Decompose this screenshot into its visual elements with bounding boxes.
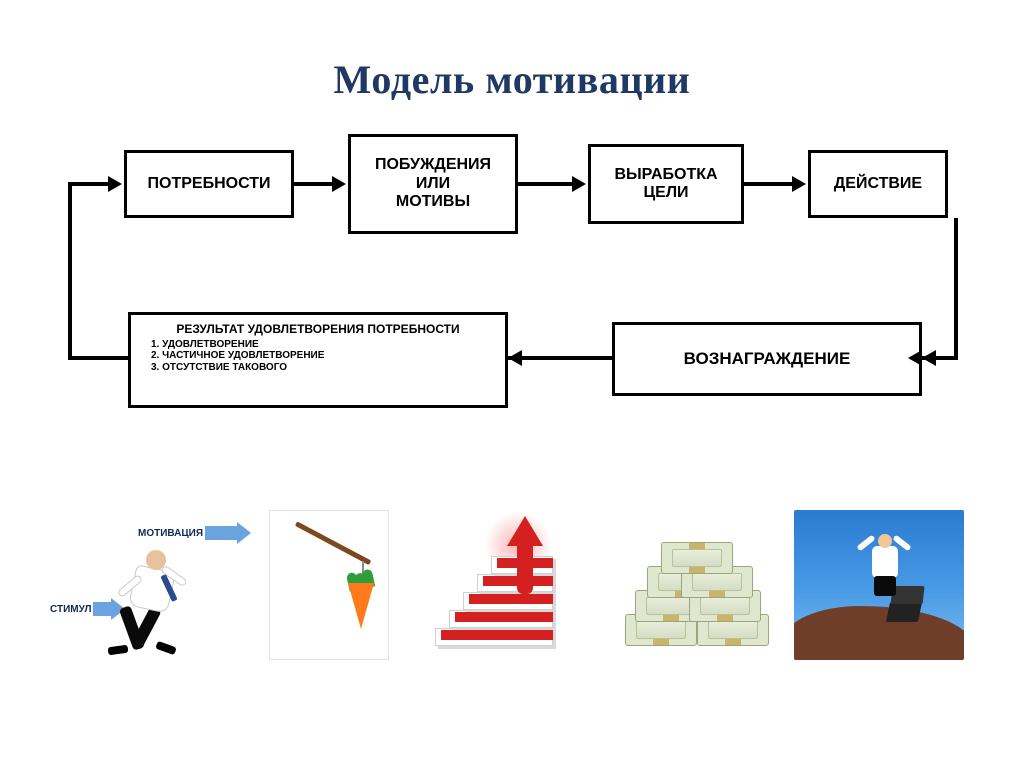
arrowhead-icon <box>332 176 346 192</box>
arrowhead-icon <box>108 176 122 192</box>
arrowhead-icon <box>572 176 586 192</box>
node-cel: ВЫРАБОТКА ЦЕЛИ <box>588 144 744 224</box>
result-item: 2. ЧАСТИЧНОЕ УДОВЛЕТВОРЕНИЕ <box>141 350 324 362</box>
edge <box>954 218 958 358</box>
illustration-stairs-arrow <box>427 510 597 670</box>
illustration-triumph-cliff <box>794 510 964 670</box>
arrowhead-icon <box>792 176 806 192</box>
node-label: ПОБУЖДЕНИЯ <box>375 156 491 174</box>
arrow-icon <box>205 526 239 540</box>
node-label: ВЫРАБОТКА <box>614 166 717 184</box>
edge <box>518 182 574 186</box>
node-motivy: ПОБУЖДЕНИЯ ИЛИ МОТИВЫ <box>348 134 518 234</box>
node-label: ИЛИ <box>416 175 450 193</box>
node-title: РЕЗУЛЬТАТ УДОВЛЕТВОРЕНИЯ ПОТРЕБНОСТИ <box>176 323 459 337</box>
arrowhead-icon <box>508 350 522 366</box>
edge <box>508 356 612 360</box>
illustration-money-stacks <box>611 510 781 670</box>
motivation-label: МОТИВАЦИЯ <box>138 526 239 540</box>
node-label: ЦЕЛИ <box>643 184 688 202</box>
slide-title: Модель мотивации <box>0 56 1024 103</box>
node-label: МОТИВЫ <box>396 193 470 211</box>
edge <box>68 182 72 360</box>
label-text: МОТИВАЦИЯ <box>138 528 203 539</box>
illustration-carrot-stick <box>244 510 414 670</box>
node-deystvie: ДЕЙСТВИЕ <box>808 150 948 218</box>
node-label: ДЕЙСТВИЕ <box>834 175 922 193</box>
node-label: ВОЗНАГРАЖДЕНИЕ <box>684 349 851 369</box>
label-text: СТИМУЛ <box>50 604 91 615</box>
motivation-flowchart: ПОТРЕБНОСТИ ПОБУЖДЕНИЯ ИЛИ МОТИВЫ ВЫРАБО… <box>48 130 976 430</box>
result-item: 3. ОТСУТСТВИЕ ТАКОВОГО <box>141 362 287 374</box>
result-item: 1. УДОВЛЕТВОРЕНИЕ <box>141 339 259 351</box>
node-label: ПОТРЕБНОСТИ <box>148 175 271 193</box>
stairs-arrow-icon <box>427 510 567 660</box>
arrowhead-icon <box>908 350 922 366</box>
slide: Модель мотивации ПОТРЕБНОСТИ ПОБУЖДЕНИЯ … <box>0 0 1024 767</box>
illustration-stimulus-runner: МОТИВАЦИЯ СТИМУЛ <box>60 510 230 670</box>
carrot-on-stick-icon <box>269 510 389 660</box>
edge <box>68 182 110 186</box>
triumph-icon <box>794 510 964 660</box>
node-potrebnosti: ПОТРЕБНОСТИ <box>124 150 294 218</box>
edge <box>744 182 794 186</box>
node-rezultat: РЕЗУЛЬТАТ УДОВЛЕТВОРЕНИЯ ПОТРЕБНОСТИ 1. … <box>128 312 508 408</box>
illustrations-row: МОТИВАЦИЯ СТИМУЛ <box>60 500 964 670</box>
node-voznagrazhdenie: ВОЗНАГРАЖДЕНИЕ <box>612 322 922 396</box>
arrowhead-icon <box>922 350 936 366</box>
money-icon <box>611 510 781 660</box>
edge <box>294 182 334 186</box>
edge <box>68 356 128 360</box>
running-person-icon <box>102 550 202 670</box>
